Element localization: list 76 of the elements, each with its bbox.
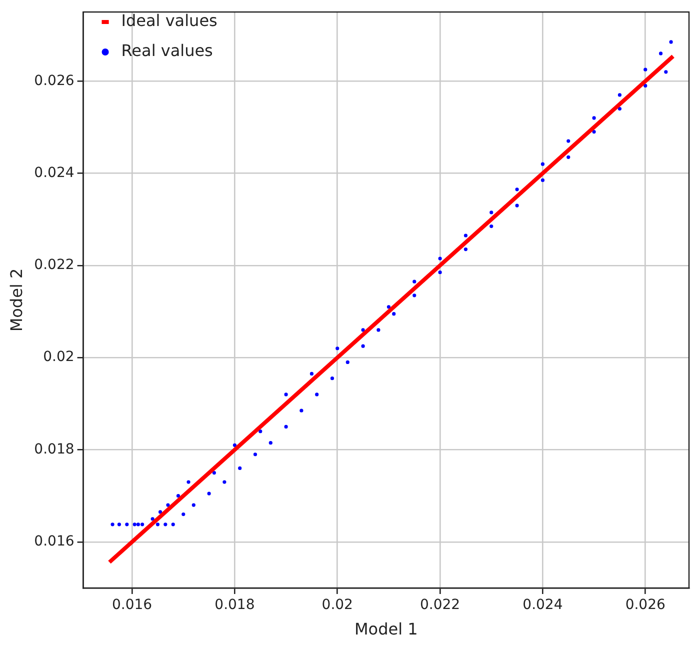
point: [158, 510, 162, 514]
point: [464, 248, 468, 252]
point: [164, 522, 168, 526]
point: [618, 106, 622, 111]
point: [176, 494, 180, 498]
point: [658, 52, 663, 56]
point: [284, 392, 288, 396]
point: [592, 116, 596, 120]
point: [166, 503, 170, 507]
point: [644, 84, 648, 88]
y-tick-label: 0.022: [34, 257, 74, 274]
point: [300, 408, 304, 412]
point: [182, 512, 186, 516]
point: [376, 328, 380, 332]
point: [310, 372, 314, 376]
y-tick-label: 0.024: [34, 164, 74, 181]
point: [150, 517, 154, 521]
x-tick-label: 0.016: [112, 597, 152, 614]
y-tick-label: 0.026: [34, 72, 74, 89]
point: [618, 93, 622, 97]
point: [315, 392, 319, 396]
point: [664, 70, 668, 74]
point: [117, 522, 122, 526]
point: [186, 480, 190, 484]
point: [515, 188, 519, 192]
y-tick-label: 0.016: [34, 534, 74, 550]
x-tick-label: 0.022: [420, 597, 460, 614]
point: [490, 210, 494, 214]
point: [207, 492, 211, 496]
point: [361, 344, 365, 348]
point: [392, 312, 396, 316]
point: [412, 294, 416, 298]
point: [238, 466, 242, 470]
point: [330, 376, 334, 380]
point: [490, 224, 494, 228]
x-tick-label: 0.02: [322, 597, 353, 614]
legend-label: Ideal values: [121, 11, 218, 30]
point: [258, 430, 262, 434]
point: [566, 139, 570, 143]
y-tick-label: 0.018: [34, 441, 74, 458]
point: [540, 178, 545, 182]
point: [136, 522, 140, 526]
point: [438, 256, 442, 260]
point: [566, 155, 570, 159]
point: [515, 204, 519, 208]
point: [464, 234, 468, 238]
x-tick-label: 0.018: [214, 597, 255, 614]
x-tick-label: 0.026: [625, 597, 666, 614]
point: [336, 346, 340, 350]
point: [268, 441, 272, 445]
point: [361, 328, 365, 332]
point: [212, 471, 216, 475]
x-axis-title: Model 1: [354, 620, 418, 639]
point: [644, 68, 648, 72]
point: [346, 360, 350, 364]
point: [171, 522, 175, 526]
point: [132, 522, 136, 526]
point: [540, 162, 545, 166]
point: [222, 480, 226, 484]
point: [438, 270, 442, 274]
point: [412, 280, 416, 284]
point: [156, 522, 160, 526]
x-tick-label: 0.024: [522, 597, 563, 614]
point: [232, 443, 237, 447]
point: [192, 503, 196, 507]
point: [284, 424, 288, 429]
point: [669, 40, 673, 44]
point: [140, 522, 144, 526]
y-tick-label: 0.02: [43, 349, 74, 366]
y-axis-title: Model 2: [6, 268, 26, 332]
point: [125, 522, 129, 526]
legend-label: Real values: [121, 41, 213, 60]
point: [386, 305, 391, 309]
point: [592, 130, 596, 134]
point: [253, 452, 258, 456]
point: [110, 522, 114, 526]
